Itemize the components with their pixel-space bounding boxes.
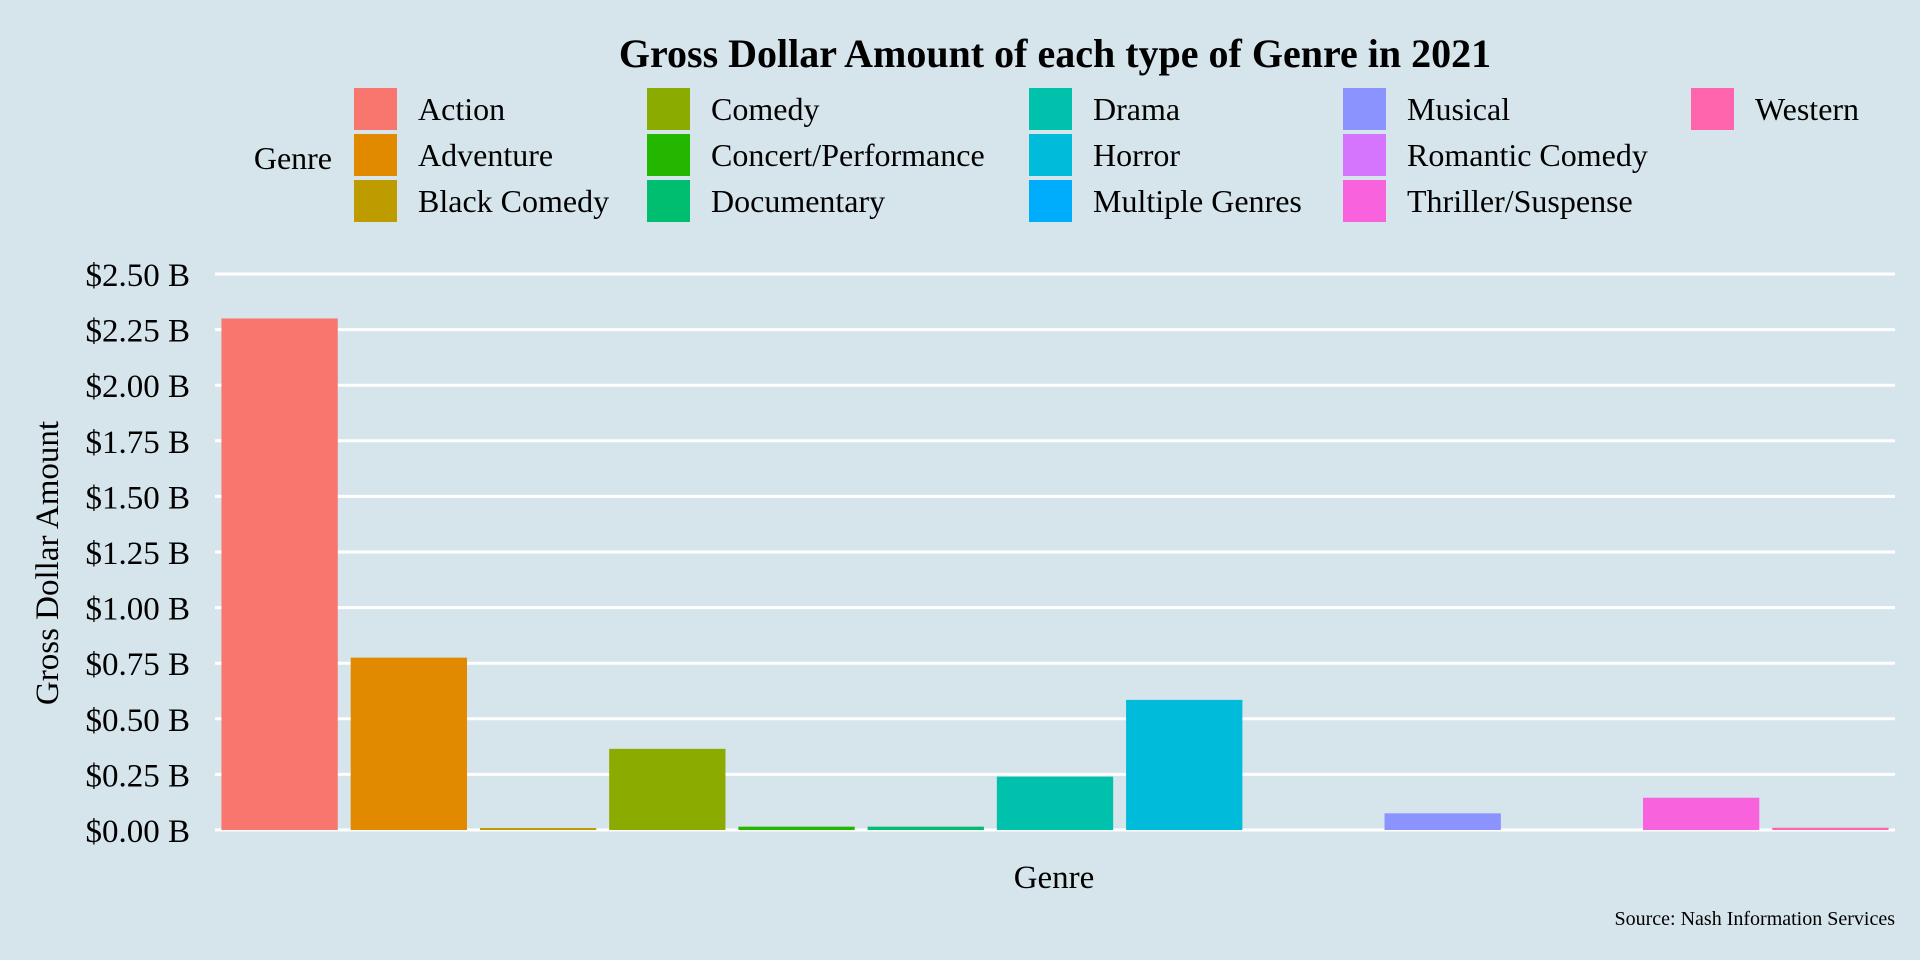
legend-swatch-comedy: [647, 88, 690, 130]
legend-swatch-concert-performance: [647, 134, 690, 176]
bar-adventure: [350, 657, 467, 830]
y-tick-label: $0.00 B: [85, 814, 190, 850]
bar-drama: [996, 776, 1114, 830]
legend-label-thriller-suspense: Thriller/Suspense: [1407, 183, 1633, 219]
y-tick-label: $1.50 B: [85, 480, 190, 516]
legend-label-adventure: Adventure: [418, 137, 553, 173]
legend-label-romantic-comedy: Romantic Comedy: [1407, 137, 1648, 173]
legend-label-comedy: Comedy: [711, 91, 819, 127]
legend-label-documentary: Documentary: [711, 183, 885, 219]
legend-label-drama: Drama: [1093, 91, 1180, 127]
legend-label-multiple-genres: Multiple Genres: [1093, 183, 1302, 219]
bar-thriller-suspense: [1643, 797, 1760, 830]
legend-swatch-romantic-comedy: [1343, 134, 1386, 176]
legend-swatch-multiple-genres: [1029, 180, 1072, 222]
legend-label-horror: Horror: [1093, 137, 1180, 173]
y-tick-label: $2.25 B: [85, 314, 190, 350]
legend-swatch-action: [354, 88, 397, 130]
legend-swatch-thriller-suspense: [1343, 180, 1386, 222]
legend-title: Genre: [254, 140, 332, 176]
bar-horror: [1126, 699, 1243, 830]
y-tick-label: $1.75 B: [85, 425, 190, 461]
y-tick-label: $2.00 B: [85, 369, 190, 405]
bar-musical: [1384, 813, 1501, 830]
caption: Source: Nash Information Services: [1615, 908, 1896, 930]
legend-swatch-drama: [1029, 88, 1072, 130]
legend-label-musical: Musical: [1407, 91, 1510, 127]
bar-concert-performance: [738, 826, 855, 830]
y-tick-label: $0.50 B: [85, 703, 190, 739]
gridlines: [215, 272, 1895, 832]
y-tick-label: $1.25 B: [85, 536, 190, 572]
legend-label-black-comedy: Black Comedy: [418, 183, 609, 219]
bar-comedy: [609, 748, 726, 830]
bar-documentary: [867, 826, 984, 830]
legend-swatch-documentary: [647, 180, 690, 222]
y-tick-label: $2.50 B: [85, 258, 190, 294]
legend-label-western: Western: [1755, 91, 1859, 127]
y-axis-label: Gross Dollar Amount: [30, 421, 66, 705]
bar-western: [1772, 827, 1889, 830]
legend-label-concert-performance: Concert/Performance: [711, 137, 985, 173]
legend-swatch-horror: [1029, 134, 1072, 176]
legend: Genre Action Adventure Black Comedy Comedy C…: [254, 88, 1859, 222]
legend-swatch-black-comedy: [354, 180, 397, 222]
y-tick-label: $0.25 B: [85, 758, 190, 794]
bars: [221, 318, 1889, 830]
y-axis-ticks: $0.00 B $0.25 B $0.50 B $0.75 B $1.00 B $1.25…: [85, 258, 190, 850]
legend-swatch-adventure: [354, 134, 397, 176]
chart-title: Gross Dollar Amount of each type of Genr…: [619, 31, 1491, 76]
y-tick-label: $0.75 B: [85, 647, 190, 683]
x-axis-label: Genre: [1014, 860, 1095, 896]
bar-black-comedy: [479, 828, 597, 830]
bar-action: [221, 318, 338, 830]
y-tick-label: $1.00 B: [85, 592, 190, 628]
legend-swatch-musical: [1343, 88, 1386, 130]
legend-label-action: Action: [418, 91, 505, 127]
legend-swatch-western: [1691, 88, 1734, 130]
